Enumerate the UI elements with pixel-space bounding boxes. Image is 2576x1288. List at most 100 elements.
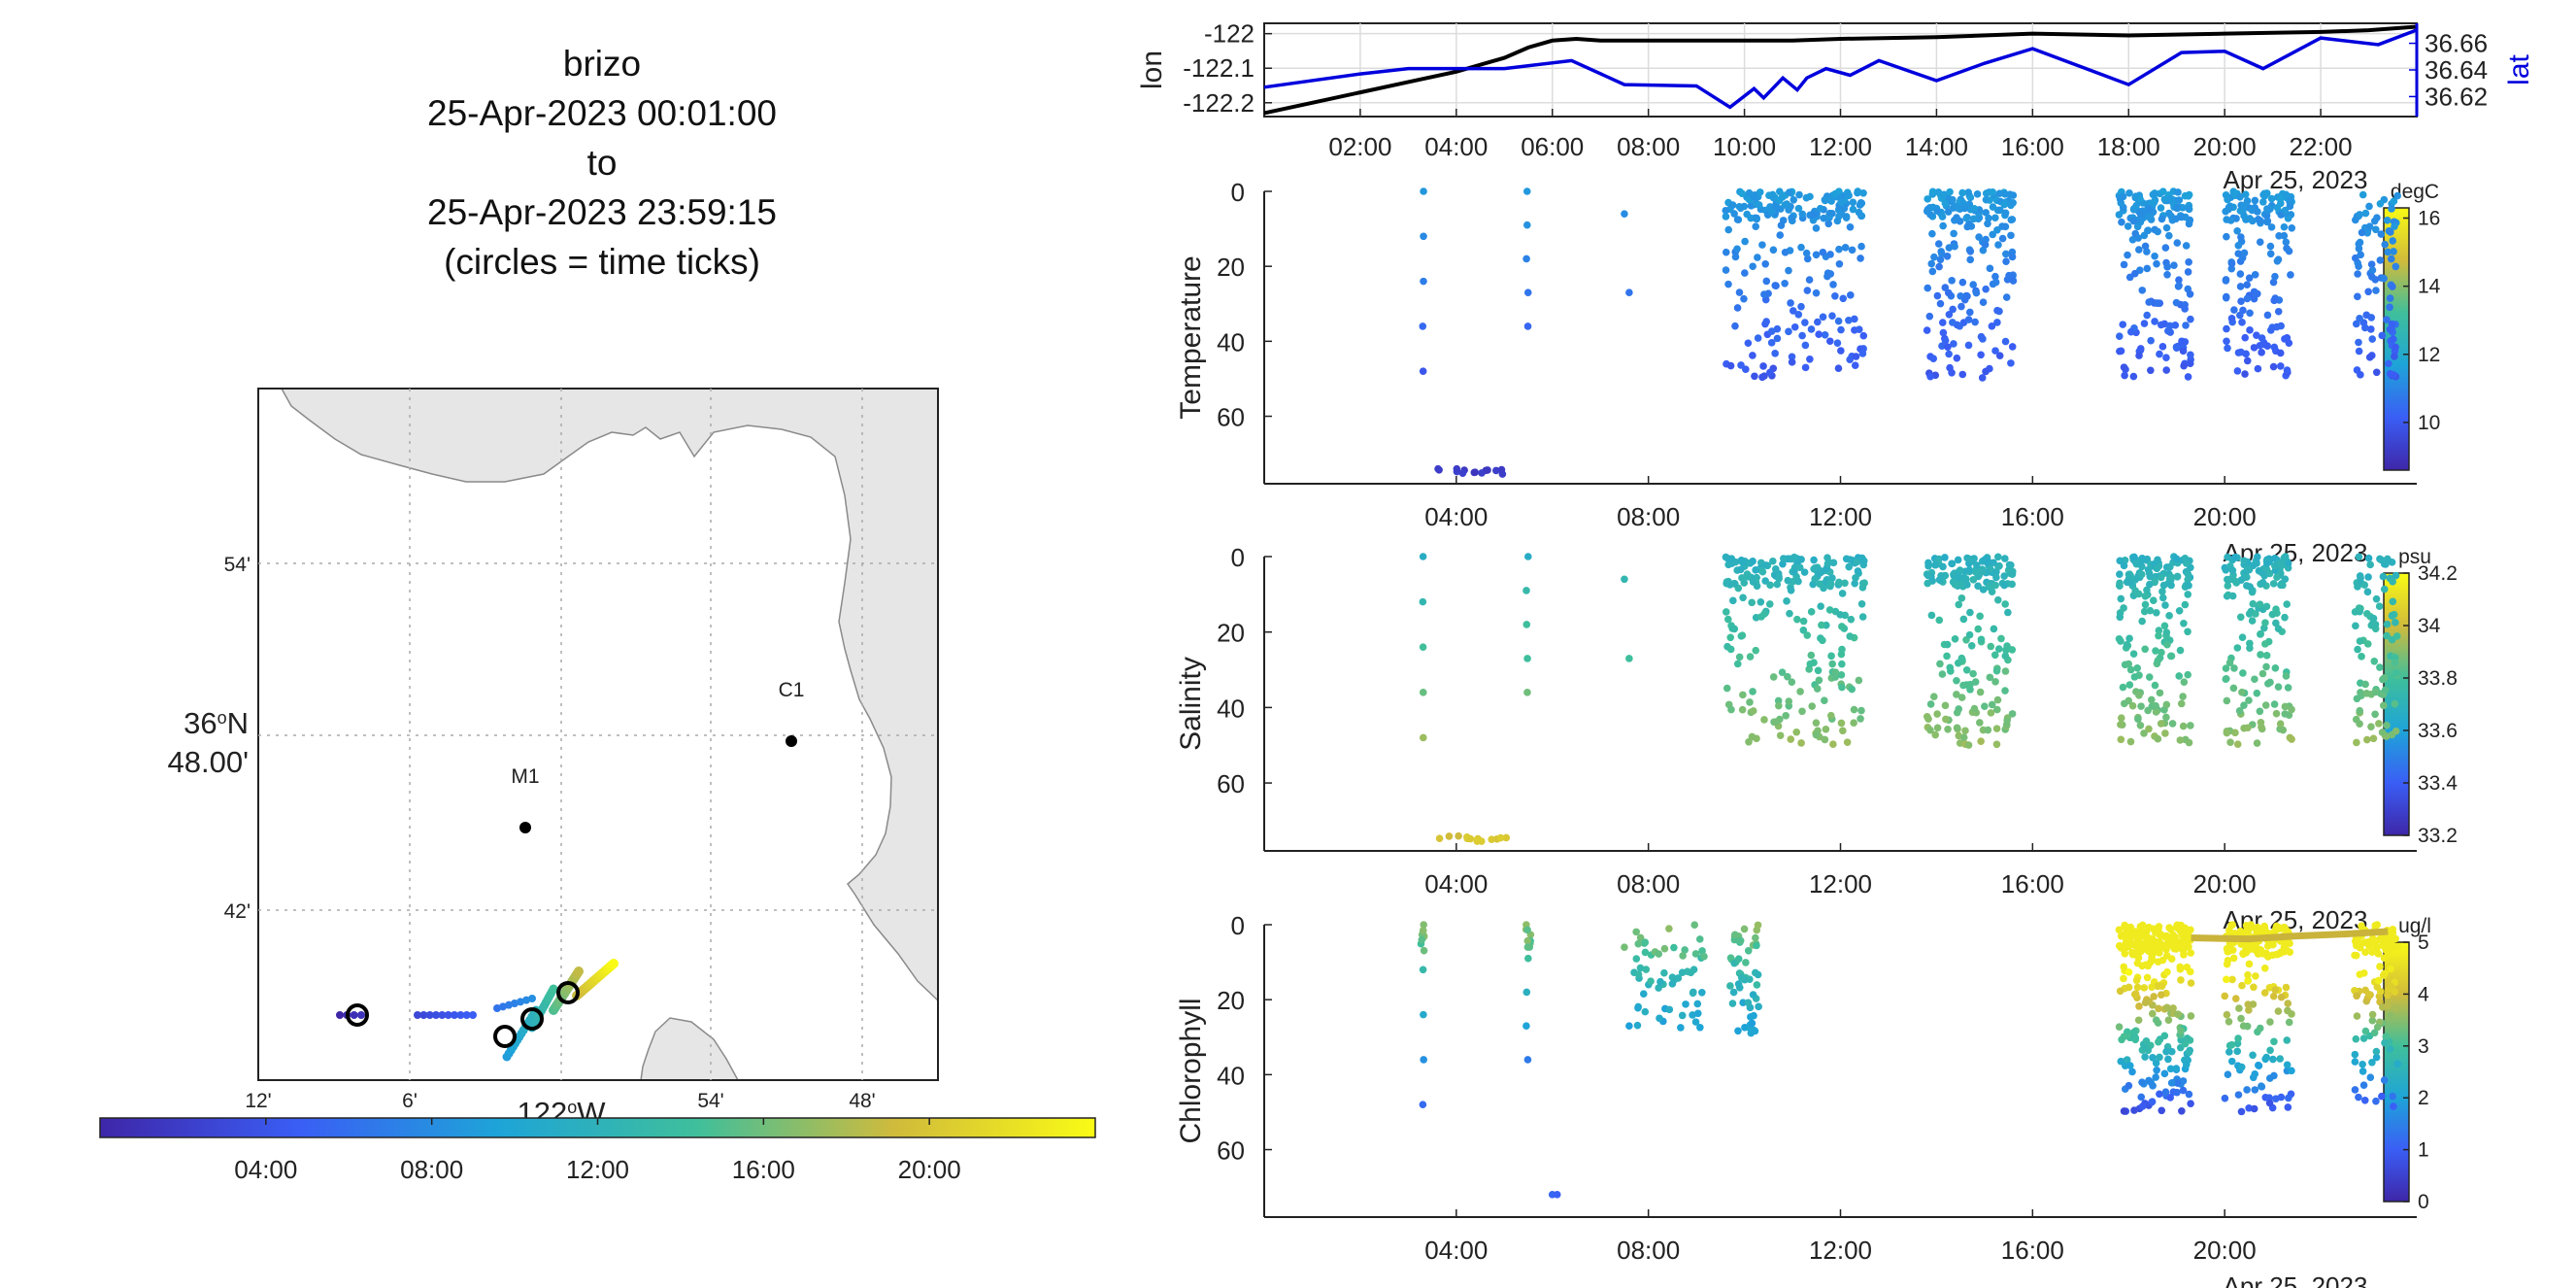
panel-scatter [1419,553,2401,845]
data-point [1926,372,1934,381]
track-point [609,959,619,968]
data-point [1857,254,1864,262]
data-point [2166,1094,2174,1102]
data-point [1771,350,1779,357]
data-point [1806,355,1814,363]
data-point [2124,222,2132,230]
data-point [2168,720,2177,728]
track-point [493,1004,501,1012]
data-point [2363,640,2372,648]
data-point [1977,332,1986,341]
data-point [2185,1090,2193,1099]
data-point [2158,215,2166,223]
data-point [1933,710,1941,718]
data-point [2117,594,2125,603]
panel-y-tick-label: 60 [1217,1136,1245,1166]
data-point [2233,1047,2242,1056]
data-point [2151,681,2159,690]
data-point [2008,570,2017,578]
data-point [1989,187,1996,196]
data-point [1762,561,1770,569]
data-point [1933,724,1942,732]
data-point [2179,1086,2188,1095]
data-point [2389,933,2396,942]
track-point [574,966,584,976]
data-point [2130,673,2139,681]
data-point [2245,960,2254,968]
data-point [2372,594,2381,603]
data-point [2254,553,2261,561]
data-point [2283,600,2292,608]
data-point [2140,231,2149,240]
data-point [2392,262,2400,271]
data-point [1749,688,1756,695]
data-point [2148,956,2157,965]
data-point [2353,695,2361,703]
data-point [1923,326,1931,334]
data-point [2240,201,2248,210]
data-point [1419,689,1427,696]
data-point [2265,1099,2274,1107]
data-point [1746,653,1755,661]
data-point [1726,954,1735,962]
data-point [1733,304,1742,312]
data-point [2390,248,2397,255]
data-point [2116,579,2124,588]
data-point [2185,1048,2193,1057]
data-point [1948,277,1956,285]
data-point [2167,1079,2176,1087]
data-point [1798,210,1807,219]
data-point [2365,354,2374,361]
data-point [2164,935,2173,944]
data-point [2242,922,2251,930]
map-lon-tick-12: 12' [245,1090,271,1112]
data-point [2001,209,2010,218]
data-point [2119,683,2127,692]
data-point [2008,253,2017,261]
data-point [1787,735,1795,743]
data-point [1997,634,2005,643]
data-point [2116,332,2124,340]
data-point [1938,319,1947,326]
data-point [1553,1191,1561,1199]
data-point [1988,322,1996,330]
data-point [1857,242,1865,251]
data-point [2172,555,2181,563]
panel-y-tick-label: 40 [1217,1061,1245,1090]
data-point [2256,707,2264,716]
data-point [1823,559,1832,568]
data-point [2225,1048,2233,1056]
data-point [1722,206,1730,215]
data-point [2183,963,2191,971]
data-point [1935,616,1944,625]
data-point [2276,349,2285,357]
data-point [2128,1068,2136,1076]
data-point [2272,709,2281,718]
data-point [2176,646,2185,655]
data-point [1766,581,1774,590]
data-point [1984,726,1992,734]
data-point [2128,948,2136,957]
data-point [1761,577,1769,585]
data-point [2368,335,2377,343]
data-point [2379,572,2388,581]
data-point [1665,925,1673,932]
data-point [2158,648,2165,657]
data-point [2237,1107,2246,1116]
data-point [2383,217,2392,224]
data-point [2140,984,2149,992]
data-point [1988,700,1996,709]
station-m1-label: M1 [511,765,539,788]
data-point [1926,700,1935,708]
data-point [1803,254,1812,263]
data-point [2245,1006,2253,1014]
data-point [2351,1058,2359,1066]
data-point [1955,600,1963,609]
data-point [2239,949,2247,958]
data-point [2155,1037,2162,1046]
data-point [2116,570,2124,578]
data-point [2392,669,2400,677]
data-point [2258,1082,2265,1091]
data-point [2001,555,2009,562]
data-point [2243,281,2252,288]
